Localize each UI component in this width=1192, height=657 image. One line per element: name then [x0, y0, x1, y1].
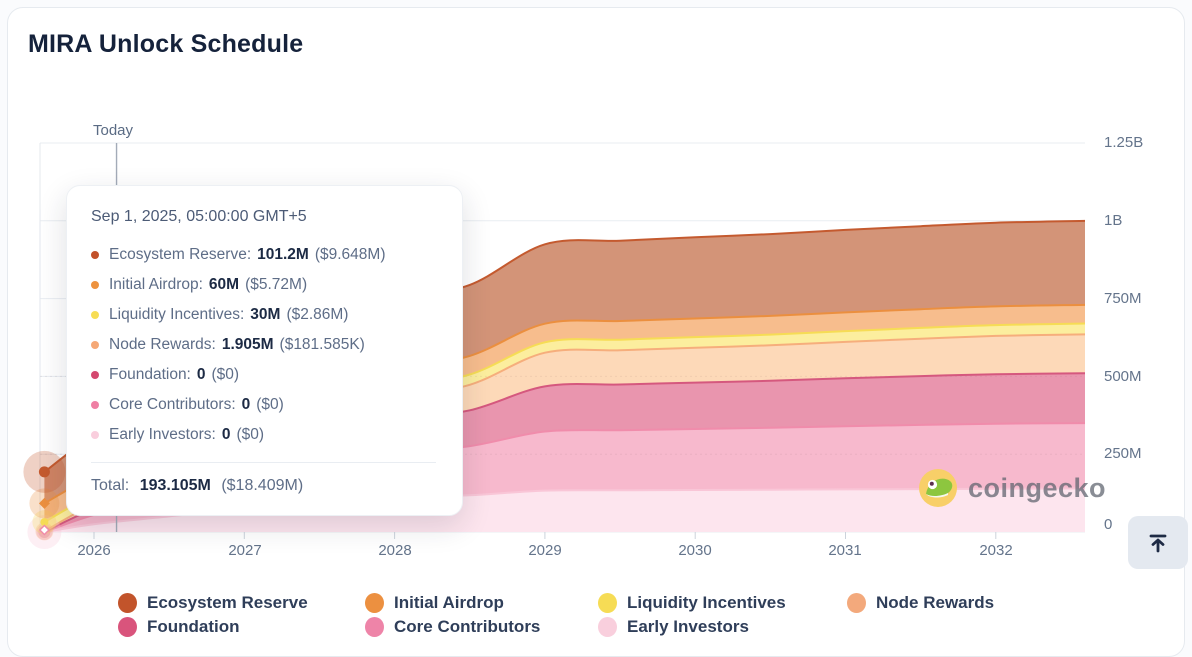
- tooltip-total-usd: ($18.409M): [221, 477, 304, 494]
- tooltip-row-value: 0: [221, 426, 231, 443]
- tooltip-row-value: 1.905M: [221, 336, 274, 353]
- coingecko-watermark: coingecko: [918, 468, 1106, 508]
- x-axis-tick: 2029: [528, 542, 562, 559]
- tooltip-row-label: Node Rewards:: [109, 336, 216, 353]
- chart-tooltip: Sep 1, 2025, 05:00:00 GMT+5 Ecosystem Re…: [66, 185, 463, 516]
- tooltip-row-foundation: Foundation: 0 ($0): [91, 360, 436, 390]
- legend-item-foundation[interactable]: Foundation: [118, 616, 240, 638]
- tooltip-row-value: 0: [196, 366, 206, 383]
- series-bullet: [91, 341, 99, 349]
- tooltip-row-value: 60M: [208, 276, 240, 293]
- today-label: Today: [93, 122, 134, 139]
- y-axis-tick: 250M: [1104, 445, 1142, 462]
- tooltip-row-early-investors: Early Investors: 0 ($0): [91, 420, 436, 450]
- legend-label: Early Investors: [627, 617, 749, 636]
- tooltip-row-initial-airdrop: Initial Airdrop: 60M ($5.72M): [91, 270, 436, 300]
- legend-swatch: [118, 593, 137, 613]
- legend-label: Foundation: [147, 617, 240, 636]
- tooltip-total-row: Total: 193.105M ($18.409M): [91, 477, 436, 495]
- legend-item-ecosystem-reserve[interactable]: Ecosystem Reserve: [118, 592, 308, 614]
- series-bullet: [91, 251, 99, 259]
- series-bullet: [91, 281, 99, 289]
- tooltip-row-usd: ($0): [211, 366, 240, 383]
- y-axis-tick: 1B: [1104, 212, 1123, 229]
- legend-swatch: [847, 593, 866, 613]
- coingecko-logo-icon: [918, 468, 958, 508]
- x-axis-tick: 2031: [828, 542, 862, 559]
- legend-item-initial-airdrop[interactable]: Initial Airdrop: [365, 592, 504, 614]
- series-bullet: [91, 431, 99, 439]
- legend-swatch: [365, 593, 384, 613]
- y-axis-tick: 750M: [1104, 290, 1142, 307]
- x-axis-tick: 2030: [678, 542, 712, 559]
- tooltip-row-value: 0: [241, 396, 251, 413]
- tooltip-row-usd: ($2.86M): [286, 306, 349, 323]
- legend-label: Initial Airdrop: [394, 593, 504, 612]
- legend-swatch: [118, 617, 137, 637]
- tooltip-row-label: Liquidity Incentives:: [109, 306, 245, 323]
- tooltip-row-value: 101.2M: [257, 246, 309, 263]
- tooltip-row-usd: ($181.585K): [279, 336, 365, 353]
- tooltip-divider: [91, 462, 436, 463]
- series-bullet: [91, 311, 99, 319]
- tooltip-row-label: Initial Airdrop:: [109, 276, 203, 293]
- legend-item-liquidity-incentives[interactable]: Liquidity Incentives: [598, 592, 786, 614]
- tooltip-row-label: Early Investors:: [109, 426, 216, 443]
- tooltip-row-usd: ($9.648M): [314, 246, 386, 263]
- legend-label: Core Contributors: [394, 617, 541, 636]
- series-bullet: [91, 371, 99, 379]
- tooltip-row-label: Foundation:: [109, 366, 191, 383]
- arrow-up-to-line-icon: [1145, 530, 1171, 556]
- tooltip-row-usd: ($5.72M): [245, 276, 308, 293]
- tooltip-row-ecosystem-reserve: Ecosystem Reserve: 101.2M ($9.648M): [91, 240, 436, 270]
- tooltip-row-liquidity-incentives: Liquidity Incentives: 30M ($2.86M): [91, 300, 436, 330]
- tooltip-row-label: Core Contributors:: [109, 396, 236, 413]
- legend-label: Ecosystem Reserve: [147, 593, 308, 612]
- tooltip-total-value: 193.105M: [139, 477, 211, 494]
- legend-swatch: [598, 593, 617, 613]
- tooltip-total-label: Total:: [91, 477, 130, 494]
- series-bullet: [91, 401, 99, 409]
- legend-label: Node Rewards: [876, 593, 995, 612]
- x-axis-tick: 2028: [378, 542, 412, 559]
- y-axis-tick: 1.25B: [1104, 134, 1144, 151]
- tooltip-row-node-rewards: Node Rewards: 1.905M ($181.585K): [91, 330, 436, 360]
- page-title: MIRA Unlock Schedule: [28, 30, 304, 58]
- watermark-text: coingecko: [968, 472, 1107, 503]
- tooltip-row-core-contributors: Core Contributors: 0 ($0): [91, 390, 436, 420]
- tooltip-row-usd: ($0): [256, 396, 284, 413]
- x-axis-tick: 2027: [228, 542, 262, 559]
- x-axis-tick: 2026: [77, 542, 111, 559]
- tooltip-row-usd: ($0): [236, 426, 265, 443]
- legend-item-core-contributors[interactable]: Core Contributors: [365, 616, 540, 638]
- legend-swatch: [598, 617, 617, 637]
- y-axis-tick: 0: [1104, 516, 1113, 533]
- tooltip-date: Sep 1, 2025, 05:00:00 GMT+5: [91, 208, 307, 225]
- legend-swatch: [365, 617, 384, 637]
- legend-label: Liquidity Incentives: [627, 593, 786, 612]
- legend-item-node-rewards[interactable]: Node Rewards: [847, 592, 994, 614]
- y-axis-tick: 500M: [1104, 368, 1142, 385]
- tooltip-row-value: 30M: [250, 306, 281, 323]
- scroll-to-top-button[interactable]: [1128, 516, 1188, 569]
- legend-item-early-investors[interactable]: Early Investors: [598, 616, 749, 638]
- x-axis-tick: 2032: [979, 542, 1013, 559]
- tooltip-row-label: Ecosystem Reserve:: [109, 246, 252, 263]
